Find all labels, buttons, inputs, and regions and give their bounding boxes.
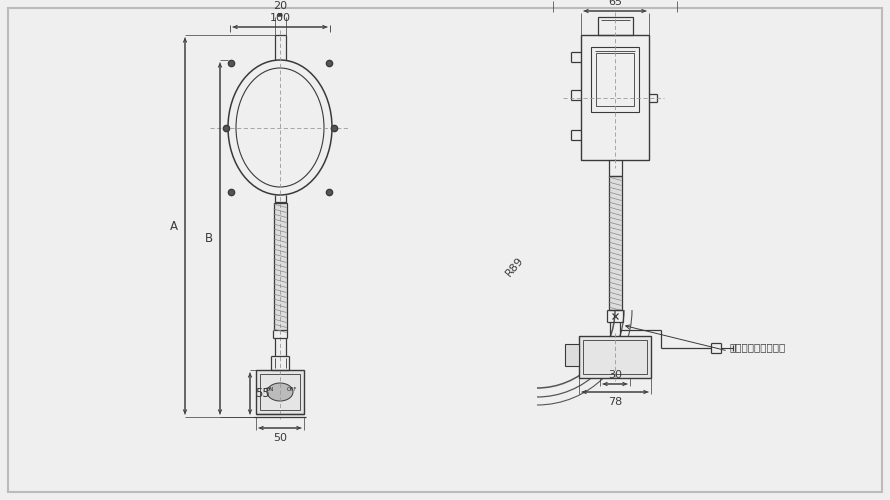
Text: 50: 50	[273, 433, 287, 443]
Bar	[260, 374, 300, 410]
Text: 65: 65	[608, 0, 622, 7]
Bar	[579, 336, 651, 378]
Bar	[609, 176, 621, 310]
Text: 30: 30	[608, 370, 622, 380]
Text: 78: 78	[608, 397, 622, 407]
Text: 熱収縮チューブ包覆: 熱収縮チューブ包覆	[730, 342, 786, 352]
Text: ON: ON	[266, 387, 274, 392]
Bar	[597, 17, 633, 35]
Bar	[256, 370, 304, 414]
Bar	[591, 47, 639, 112]
Bar	[565, 344, 579, 366]
Text: 20: 20	[273, 1, 287, 11]
Text: 55: 55	[255, 387, 270, 400]
Text: R89: R89	[504, 256, 526, 278]
Bar	[596, 53, 634, 106]
Text: A: A	[170, 220, 178, 232]
Text: OFF: OFF	[287, 387, 297, 392]
Text: 100: 100	[270, 13, 290, 23]
Bar	[583, 340, 647, 374]
Text: B: B	[205, 232, 213, 245]
Bar	[273, 203, 287, 330]
Ellipse shape	[267, 383, 293, 401]
Bar	[581, 35, 649, 160]
